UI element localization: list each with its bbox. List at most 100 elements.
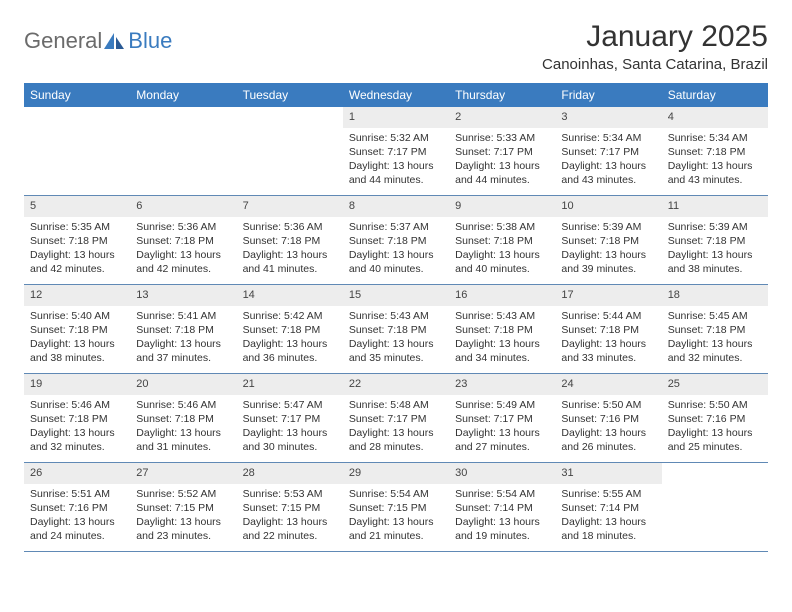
day-details: Sunrise: 5:42 AMSunset: 7:18 PMDaylight:… — [237, 306, 343, 372]
weekday-header-cell: Friday — [555, 83, 661, 107]
sunrise-text: Sunrise: 5:35 AM — [30, 220, 124, 234]
weekday-header-cell: Tuesday — [237, 83, 343, 107]
calendar-week-row: 1Sunrise: 5:32 AMSunset: 7:17 PMDaylight… — [24, 107, 768, 196]
location-text: Canoinhas, Santa Catarina, Brazil — [542, 56, 768, 73]
sunrise-text: Sunrise: 5:46 AM — [136, 398, 230, 412]
day-details: Sunrise: 5:43 AMSunset: 7:18 PMDaylight:… — [343, 306, 449, 372]
day-number: 28 — [237, 463, 343, 484]
daylight-text: Daylight: 13 hours and 43 minutes. — [561, 159, 655, 187]
sunset-text: Sunset: 7:18 PM — [455, 323, 549, 337]
title-block: January 2025 Canoinhas, Santa Catarina, … — [542, 20, 768, 73]
day-number: 30 — [449, 463, 555, 484]
calendar-day-cell: 11Sunrise: 5:39 AMSunset: 7:18 PMDayligh… — [662, 196, 768, 284]
calendar-day-cell: 5Sunrise: 5:35 AMSunset: 7:18 PMDaylight… — [24, 196, 130, 284]
sunset-text: Sunset: 7:17 PM — [561, 145, 655, 159]
logo-text-blue: Blue — [128, 28, 172, 54]
daylight-text: Daylight: 13 hours and 39 minutes. — [561, 248, 655, 276]
daylight-text: Daylight: 13 hours and 22 minutes. — [243, 515, 337, 543]
daylight-text: Daylight: 13 hours and 35 minutes. — [349, 337, 443, 365]
sunrise-text: Sunrise: 5:34 AM — [668, 131, 762, 145]
day-number: 15 — [343, 285, 449, 306]
calendar-day-cell: 26Sunrise: 5:51 AMSunset: 7:16 PMDayligh… — [24, 463, 130, 551]
sunset-text: Sunset: 7:16 PM — [668, 412, 762, 426]
day-details: Sunrise: 5:37 AMSunset: 7:18 PMDaylight:… — [343, 217, 449, 283]
day-number: 18 — [662, 285, 768, 306]
calendar-page: General Blue January 2025 Canoinhas, San… — [0, 0, 792, 572]
calendar-day-cell: 25Sunrise: 5:50 AMSunset: 7:16 PMDayligh… — [662, 374, 768, 462]
day-number: 23 — [449, 374, 555, 395]
calendar-week-row: 26Sunrise: 5:51 AMSunset: 7:16 PMDayligh… — [24, 463, 768, 552]
daylight-text: Daylight: 13 hours and 32 minutes. — [30, 426, 124, 454]
sunrise-text: Sunrise: 5:52 AM — [136, 487, 230, 501]
day-number: 21 — [237, 374, 343, 395]
day-details: Sunrise: 5:49 AMSunset: 7:17 PMDaylight:… — [449, 395, 555, 461]
sunrise-text: Sunrise: 5:41 AM — [136, 309, 230, 323]
sunset-text: Sunset: 7:18 PM — [349, 323, 443, 337]
day-details: Sunrise: 5:43 AMSunset: 7:18 PMDaylight:… — [449, 306, 555, 372]
sunrise-text: Sunrise: 5:44 AM — [561, 309, 655, 323]
sunset-text: Sunset: 7:15 PM — [243, 501, 337, 515]
daylight-text: Daylight: 13 hours and 25 minutes. — [668, 426, 762, 454]
day-details: Sunrise: 5:53 AMSunset: 7:15 PMDaylight:… — [237, 484, 343, 550]
calendar-day-cell — [130, 107, 236, 195]
sunrise-text: Sunrise: 5:43 AM — [349, 309, 443, 323]
daylight-text: Daylight: 13 hours and 26 minutes. — [561, 426, 655, 454]
calendar-day-cell — [662, 463, 768, 551]
sunrise-text: Sunrise: 5:51 AM — [30, 487, 124, 501]
day-details: Sunrise: 5:39 AMSunset: 7:18 PMDaylight:… — [555, 217, 661, 283]
day-number: 3 — [555, 107, 661, 128]
calendar-day-cell — [237, 107, 343, 195]
day-number: 7 — [237, 196, 343, 217]
sunrise-text: Sunrise: 5:55 AM — [561, 487, 655, 501]
calendar-day-cell: 1Sunrise: 5:32 AMSunset: 7:17 PMDaylight… — [343, 107, 449, 195]
daylight-text: Daylight: 13 hours and 36 minutes. — [243, 337, 337, 365]
sunset-text: Sunset: 7:14 PM — [455, 501, 549, 515]
logo-text-general: General — [24, 28, 102, 54]
calendar-week-row: 5Sunrise: 5:35 AMSunset: 7:18 PMDaylight… — [24, 196, 768, 285]
day-number: 26 — [24, 463, 130, 484]
daylight-text: Daylight: 13 hours and 43 minutes. — [668, 159, 762, 187]
day-details: Sunrise: 5:47 AMSunset: 7:17 PMDaylight:… — [237, 395, 343, 461]
daylight-text: Daylight: 13 hours and 40 minutes. — [455, 248, 549, 276]
daylight-text: Daylight: 13 hours and 21 minutes. — [349, 515, 443, 543]
day-details: Sunrise: 5:39 AMSunset: 7:18 PMDaylight:… — [662, 217, 768, 283]
calendar-day-cell: 23Sunrise: 5:49 AMSunset: 7:17 PMDayligh… — [449, 374, 555, 462]
daylight-text: Daylight: 13 hours and 18 minutes. — [561, 515, 655, 543]
sunrise-text: Sunrise: 5:39 AM — [668, 220, 762, 234]
sunrise-text: Sunrise: 5:49 AM — [455, 398, 549, 412]
sunrise-text: Sunrise: 5:40 AM — [30, 309, 124, 323]
sunrise-text: Sunrise: 5:53 AM — [243, 487, 337, 501]
sunset-text: Sunset: 7:18 PM — [30, 323, 124, 337]
calendar-day-cell: 27Sunrise: 5:52 AMSunset: 7:15 PMDayligh… — [130, 463, 236, 551]
sunrise-text: Sunrise: 5:54 AM — [455, 487, 549, 501]
day-number: 11 — [662, 196, 768, 217]
sunset-text: Sunset: 7:17 PM — [349, 412, 443, 426]
day-details: Sunrise: 5:50 AMSunset: 7:16 PMDaylight:… — [662, 395, 768, 461]
weekday-header-cell: Monday — [130, 83, 236, 107]
daylight-text: Daylight: 13 hours and 27 minutes. — [455, 426, 549, 454]
sunset-text: Sunset: 7:18 PM — [30, 412, 124, 426]
day-number: 20 — [130, 374, 236, 395]
sunrise-text: Sunrise: 5:37 AM — [349, 220, 443, 234]
calendar-week-row: 12Sunrise: 5:40 AMSunset: 7:18 PMDayligh… — [24, 285, 768, 374]
sunset-text: Sunset: 7:17 PM — [455, 145, 549, 159]
sunset-text: Sunset: 7:17 PM — [243, 412, 337, 426]
header-row: General Blue January 2025 Canoinhas, San… — [24, 20, 768, 73]
daylight-text: Daylight: 13 hours and 42 minutes. — [136, 248, 230, 276]
day-details: Sunrise: 5:34 AMSunset: 7:17 PMDaylight:… — [555, 128, 661, 194]
sunset-text: Sunset: 7:14 PM — [561, 501, 655, 515]
calendar-week-row: 19Sunrise: 5:46 AMSunset: 7:18 PMDayligh… — [24, 374, 768, 463]
day-details: Sunrise: 5:35 AMSunset: 7:18 PMDaylight:… — [24, 217, 130, 283]
sunrise-text: Sunrise: 5:54 AM — [349, 487, 443, 501]
day-number: 1 — [343, 107, 449, 128]
sunset-text: Sunset: 7:18 PM — [349, 234, 443, 248]
daylight-text: Daylight: 13 hours and 24 minutes. — [30, 515, 124, 543]
daylight-text: Daylight: 13 hours and 37 minutes. — [136, 337, 230, 365]
calendar-day-cell: 8Sunrise: 5:37 AMSunset: 7:18 PMDaylight… — [343, 196, 449, 284]
sunset-text: Sunset: 7:18 PM — [243, 323, 337, 337]
daylight-text: Daylight: 13 hours and 40 minutes. — [349, 248, 443, 276]
sunset-text: Sunset: 7:18 PM — [561, 234, 655, 248]
sunset-text: Sunset: 7:17 PM — [349, 145, 443, 159]
day-details: Sunrise: 5:54 AMSunset: 7:15 PMDaylight:… — [343, 484, 449, 550]
sunrise-text: Sunrise: 5:48 AM — [349, 398, 443, 412]
